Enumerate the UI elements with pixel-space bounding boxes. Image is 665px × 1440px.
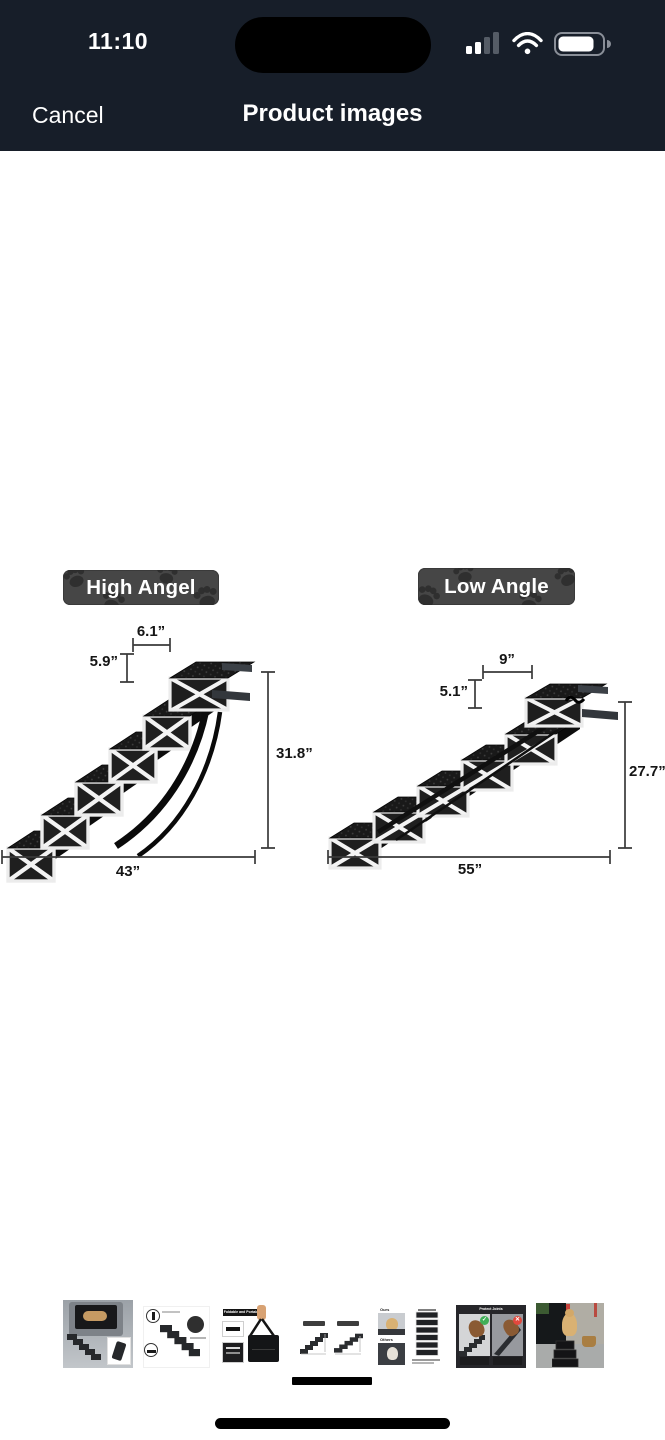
inset-photo — [222, 1342, 244, 1363]
foliage — [536, 1303, 549, 1314]
mini-badge — [303, 1321, 325, 1326]
dog-shape — [562, 1313, 577, 1336]
dim-high-total-length: 43” — [115, 863, 141, 880]
inset-photo — [222, 1321, 244, 1337]
thumbnail-dog-climbing-outdoors[interactable] — [536, 1303, 604, 1368]
dim-high-step-height: 5.9” — [89, 653, 118, 670]
thumbnail-features-diagram[interactable] — [143, 1306, 210, 1368]
thumbnail-ours-vs-others[interactable]: Ours Others — [376, 1307, 446, 1368]
carry-bag — [248, 1335, 279, 1362]
mini-stairs — [334, 1333, 363, 1355]
selected-thumbnail-indicator — [292, 1377, 372, 1385]
dim-low-total-height: 27.7” — [629, 763, 665, 780]
dog-head — [565, 1309, 574, 1317]
low-angle-stairs-drawing — [327, 665, 632, 870]
wifi-icon — [512, 32, 543, 55]
stairs-shape — [552, 1340, 579, 1367]
page-title: Product images — [242, 100, 423, 127]
folded-stairs-stack — [415, 1309, 439, 1356]
thumbnail-angle-dimensions-selected[interactable] — [296, 1317, 366, 1359]
mini-badge — [337, 1321, 359, 1326]
battery-icon — [554, 32, 611, 56]
bag-strap — [248, 1318, 276, 1337]
high-angle-stairs-drawing — [1, 638, 275, 890]
dim-high-top-width: 6.1” — [136, 623, 166, 640]
stairs-shape — [67, 1334, 101, 1360]
dim-low-total-length: 55” — [457, 861, 483, 878]
thumbnail-protect-joints[interactable]: Protect Joints ✓ ✕ — [456, 1305, 526, 1368]
caption-bar — [493, 1357, 522, 1365]
thumbnail-dog-in-trunk[interactable] — [63, 1300, 133, 1368]
ours-label: Ours — [380, 1307, 390, 1312]
product-image-main[interactable]: High Angel — [0, 151, 665, 1291]
thumb-header: Protect Joints — [479, 1307, 503, 1311]
others-label: Others — [380, 1337, 393, 1342]
cross-icon: ✕ — [513, 1316, 522, 1325]
figure-low-angle: Low Angle — [320, 560, 665, 895]
callout-circle — [146, 1309, 160, 1323]
mini-stairs — [300, 1333, 328, 1355]
thumbnail-foldable-portable[interactable]: Foldable and Portable Design — [220, 1305, 286, 1368]
check-icon: ✓ — [480, 1316, 489, 1325]
inset-photo — [107, 1337, 131, 1365]
ours-photo — [378, 1313, 405, 1335]
low-angle-badge: Low Angle — [418, 568, 575, 605]
thumbnail-strip: Foldable and Portable Design — [63, 1300, 608, 1368]
thumb-header: Foldable and Portable Design — [223, 1309, 261, 1316]
high-angle-badge: High Angel — [63, 570, 219, 605]
cellular-signal-icon — [466, 32, 499, 54]
home-indicator[interactable] — [215, 1418, 450, 1429]
header: 11:10 Cancel Product images — [0, 0, 665, 151]
dog-shape — [83, 1311, 107, 1321]
dynamic-island — [235, 17, 431, 73]
red-post — [594, 1303, 597, 1317]
texture-detail-circle — [187, 1316, 204, 1333]
callout-circle — [144, 1343, 158, 1357]
low-angle-badge-label: Low Angle — [444, 574, 549, 598]
others-photo — [378, 1343, 405, 1365]
caption-bar — [460, 1357, 489, 1365]
basket — [582, 1336, 596, 1347]
hand-shape — [257, 1305, 266, 1320]
status-time: 11:10 — [88, 28, 149, 54]
dim-low-top-width: 9” — [499, 651, 515, 668]
dim-high-total-height: 31.8” — [276, 745, 313, 762]
dim-low-step-height: 5.1” — [439, 683, 468, 700]
high-angle-badge-label: High Angel — [86, 575, 196, 599]
figure-high-angle: High Angel — [0, 560, 335, 895]
cancel-button[interactable]: Cancel — [32, 102, 104, 128]
